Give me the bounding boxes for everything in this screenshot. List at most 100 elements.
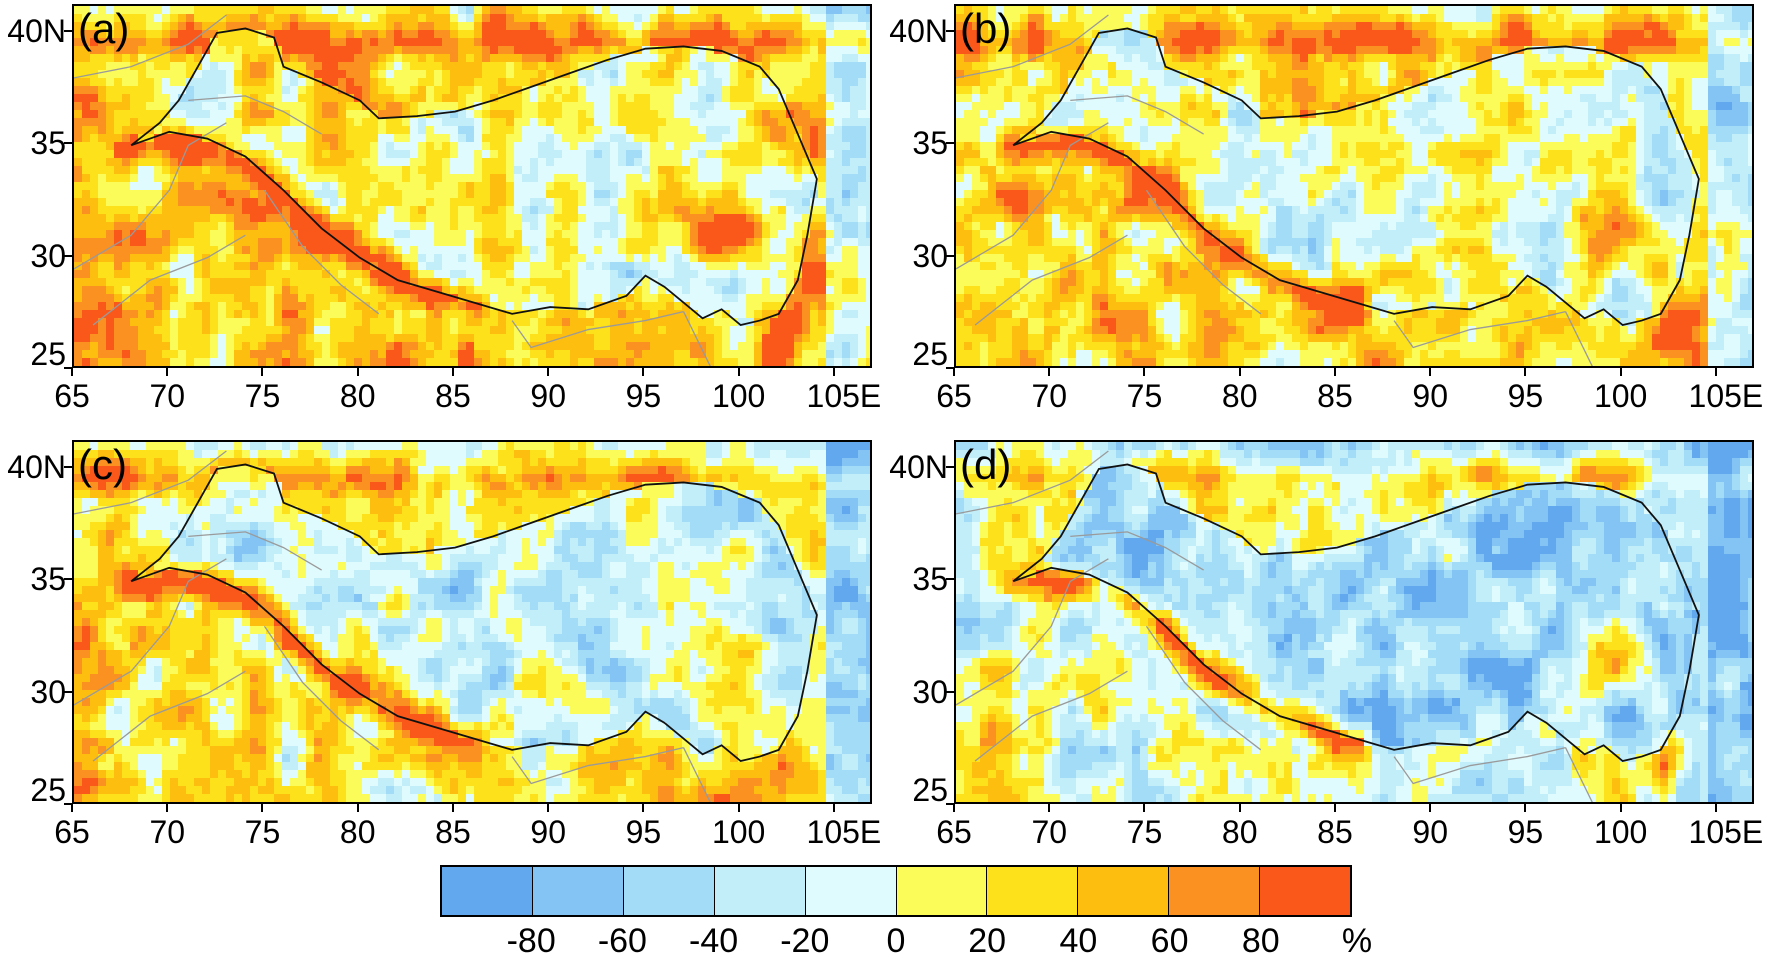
lon-tick-label: 75 — [222, 380, 302, 412]
lon-tick — [833, 804, 835, 812]
map-frame-d: (d) — [954, 440, 1754, 804]
field-map-c — [74, 442, 872, 804]
lon-tick — [357, 368, 359, 376]
lon-tick-label: 80 — [1200, 380, 1280, 412]
colorbar-swatch — [897, 867, 988, 915]
lon-tick — [1143, 368, 1145, 376]
lon-tick — [166, 804, 168, 812]
colorbar-swatch — [1260, 867, 1350, 915]
lat-tick-label: 40N — [6, 451, 66, 483]
lon-tick-label: 80 — [318, 816, 398, 848]
lon-tick-label: 90 — [1390, 380, 1470, 412]
lon-tick-label: 95 — [1485, 380, 1565, 412]
lon-tick-label: 75 — [1104, 380, 1184, 412]
lat-tick-label: 35 — [888, 127, 948, 159]
colorbar-swatch — [1078, 867, 1169, 915]
lon-tick — [738, 804, 740, 812]
lon-tick-label: 70 — [127, 816, 207, 848]
lon-tick — [953, 804, 955, 812]
lon-tick — [1715, 368, 1717, 376]
lon-tick-label: 90 — [508, 380, 588, 412]
colorbar-swatch — [624, 867, 715, 915]
lon-tick-label: 90 — [1390, 816, 1470, 848]
lon-tick — [1429, 368, 1431, 376]
lon-tick — [357, 804, 359, 812]
colorbar-label: 0 — [851, 924, 941, 958]
lon-tick — [1239, 804, 1241, 812]
lon-tick — [1334, 804, 1336, 812]
lon-tick-label: 100 — [699, 380, 779, 412]
lon-tick-label: 105E — [804, 380, 884, 412]
colorbar-label: -60 — [577, 924, 667, 958]
lon-tick — [953, 368, 955, 376]
map-frame-a: (a) — [72, 4, 872, 368]
lon-tick — [1429, 804, 1431, 812]
lon-tick-label: 80 — [1200, 816, 1280, 848]
lon-tick — [1620, 368, 1622, 376]
map-frame-c: (c) — [72, 440, 872, 804]
colorbar-swatch — [1169, 867, 1260, 915]
colorbar-label: -80 — [486, 924, 576, 958]
lon-tick-label: 85 — [413, 380, 493, 412]
panel-label-c: (c) — [78, 444, 127, 486]
lat-tick-label: 30 — [6, 676, 66, 708]
panel-label-a: (a) — [78, 8, 129, 50]
lon-tick — [642, 368, 644, 376]
colorbar-label: 20 — [942, 924, 1032, 958]
lon-tick-label: 90 — [508, 816, 588, 848]
lon-tick-label: 100 — [1581, 380, 1661, 412]
lon-tick — [452, 368, 454, 376]
lon-tick-label: 70 — [1009, 380, 1089, 412]
lon-tick-label: 85 — [1295, 816, 1375, 848]
colorbar-swatch — [533, 867, 624, 915]
panel-label-d: (d) — [960, 444, 1011, 486]
lat-tick-label: 25 — [6, 774, 66, 806]
lon-tick — [166, 368, 168, 376]
field-map-d — [956, 442, 1754, 804]
lat-tick-label: 25 — [888, 338, 948, 370]
colorbar-label: 40 — [1033, 924, 1123, 958]
map-frame-b: (b) — [954, 4, 1754, 368]
lon-tick — [738, 368, 740, 376]
colorbar-label: 60 — [1125, 924, 1215, 958]
lon-tick-label: 95 — [603, 380, 683, 412]
colorbar-swatch — [715, 867, 806, 915]
lat-tick-label: 30 — [888, 676, 948, 708]
colorbar-unit: % — [1312, 924, 1402, 958]
lon-tick — [261, 804, 263, 812]
lon-tick — [452, 804, 454, 812]
lon-tick-label: 105E — [804, 816, 884, 848]
lon-tick-label: 70 — [1009, 816, 1089, 848]
colorbar-label: -40 — [669, 924, 759, 958]
lon-tick — [71, 368, 73, 376]
colorbar — [440, 865, 1352, 917]
lat-tick-label: 40N — [888, 15, 948, 47]
lon-tick-label: 75 — [1104, 816, 1184, 848]
field-map-a — [74, 6, 872, 368]
lat-tick-label: 35 — [6, 127, 66, 159]
colorbar-swatch — [442, 867, 533, 915]
lon-tick-label: 80 — [318, 380, 398, 412]
lon-tick-label: 85 — [1295, 380, 1375, 412]
lat-tick-label: 35 — [888, 563, 948, 595]
lon-tick — [1239, 368, 1241, 376]
lon-tick — [642, 804, 644, 812]
lon-tick-label: 95 — [1485, 816, 1565, 848]
lon-tick — [1048, 804, 1050, 812]
panel-label-b: (b) — [960, 8, 1011, 50]
lon-tick — [547, 804, 549, 812]
lon-tick-label: 85 — [413, 816, 493, 848]
lon-tick — [833, 368, 835, 376]
field-map-b — [956, 6, 1754, 368]
lon-tick-label: 65 — [914, 816, 994, 848]
lat-tick-label: 40N — [888, 451, 948, 483]
lat-tick-label: 25 — [888, 774, 948, 806]
lon-tick-label: 65 — [32, 816, 112, 848]
lon-tick-label: 70 — [127, 380, 207, 412]
lon-tick-label: 65 — [32, 380, 112, 412]
lon-tick — [1715, 804, 1717, 812]
lon-tick — [1143, 804, 1145, 812]
lon-tick — [1524, 804, 1526, 812]
lon-tick-label: 100 — [699, 816, 779, 848]
lat-tick-label: 40N — [6, 15, 66, 47]
